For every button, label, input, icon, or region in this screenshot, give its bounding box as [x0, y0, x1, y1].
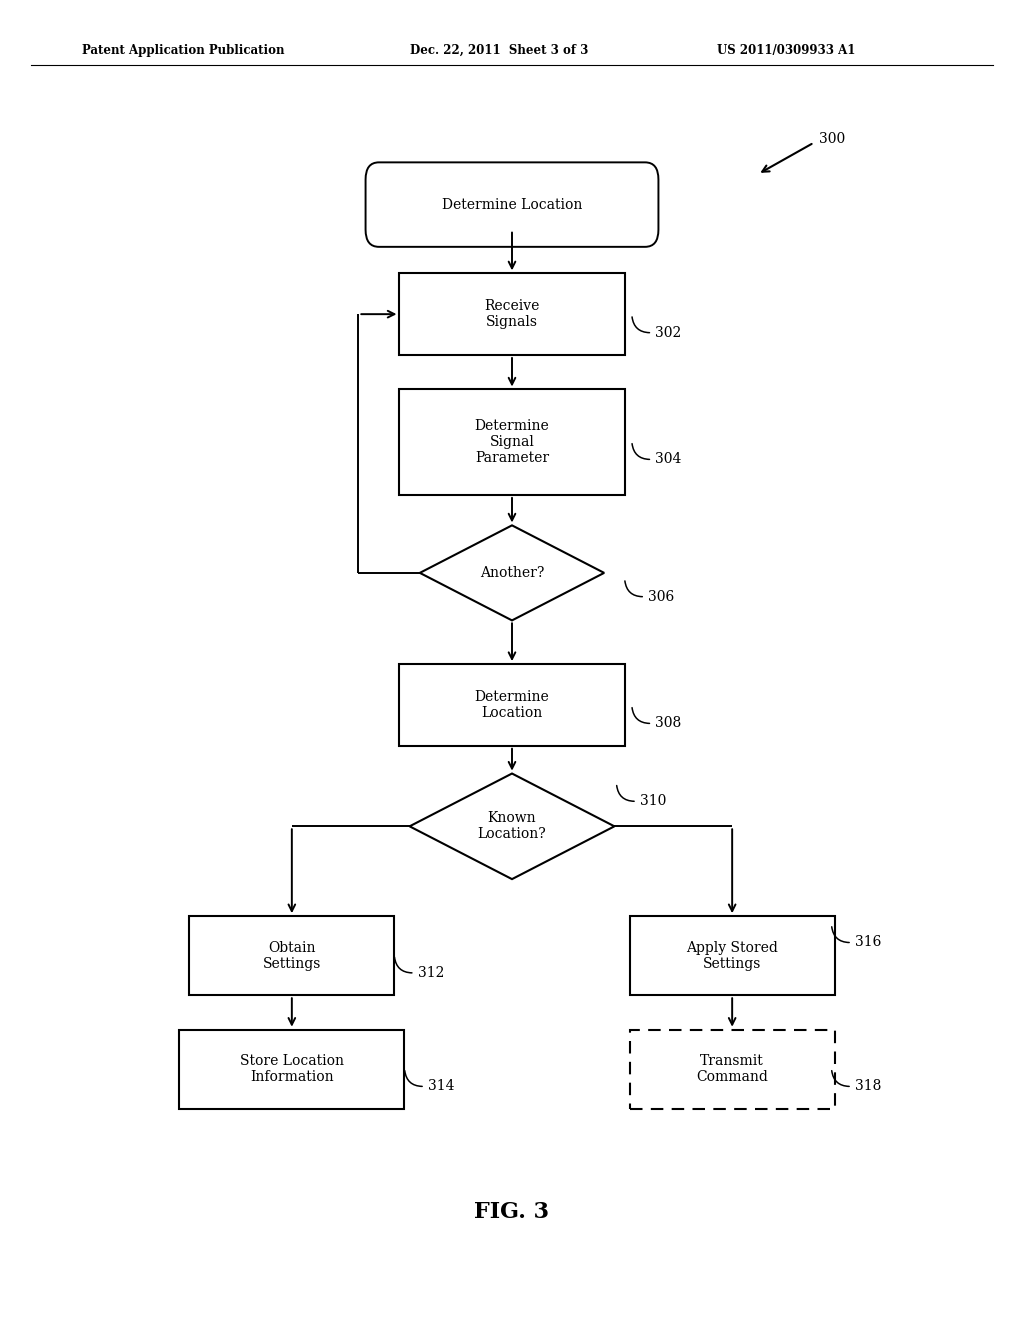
Text: 300: 300: [819, 132, 846, 145]
Bar: [189, 916, 394, 995]
FancyBboxPatch shape: [366, 162, 658, 247]
Text: Dec. 22, 2011  Sheet 3 of 3: Dec. 22, 2011 Sheet 3 of 3: [410, 44, 588, 57]
Bar: [399, 273, 625, 355]
Text: Patent Application Publication: Patent Application Publication: [82, 44, 285, 57]
Text: 310: 310: [640, 795, 667, 808]
Text: Determine
Location: Determine Location: [475, 690, 549, 719]
Text: 318: 318: [855, 1080, 882, 1093]
Text: Determine
Signal
Parameter: Determine Signal Parameter: [475, 418, 549, 466]
Bar: [630, 916, 835, 995]
Text: Store Location
Information: Store Location Information: [240, 1055, 344, 1084]
Text: Receive
Signals: Receive Signals: [484, 300, 540, 329]
Polygon shape: [420, 525, 604, 620]
Text: Obtain
Settings: Obtain Settings: [262, 941, 322, 970]
Bar: [399, 664, 625, 746]
Text: 312: 312: [418, 966, 444, 979]
Text: 308: 308: [655, 717, 682, 730]
Text: Apply Stored
Settings: Apply Stored Settings: [686, 941, 778, 970]
Text: 304: 304: [655, 453, 682, 466]
Text: 302: 302: [655, 326, 682, 339]
Text: Transmit
Command: Transmit Command: [696, 1055, 768, 1084]
Text: 306: 306: [648, 590, 675, 603]
Text: 314: 314: [428, 1080, 455, 1093]
Text: 316: 316: [855, 936, 882, 949]
Text: FIG. 3: FIG. 3: [474, 1201, 550, 1222]
Polygon shape: [410, 774, 614, 879]
Text: Another?: Another?: [480, 566, 544, 579]
Bar: [179, 1030, 404, 1109]
Text: Known
Location?: Known Location?: [477, 812, 547, 841]
Bar: [399, 389, 625, 495]
Bar: [630, 1030, 835, 1109]
Text: US 2011/0309933 A1: US 2011/0309933 A1: [717, 44, 855, 57]
Text: Determine Location: Determine Location: [441, 198, 583, 211]
